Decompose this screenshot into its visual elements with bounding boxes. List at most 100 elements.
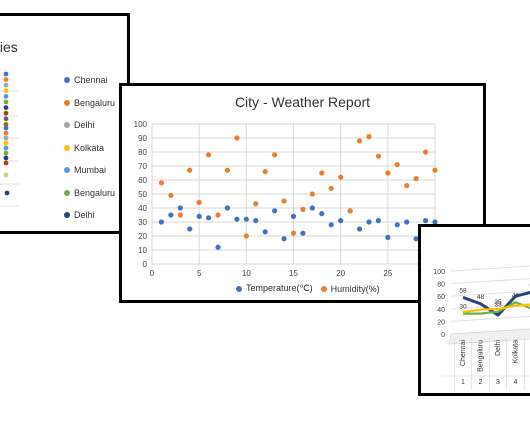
back-legend-item: Bengaluru [64,182,127,205]
y-tick-label: 90 [138,134,147,143]
back-legend-marker [64,122,70,129]
humidity-point [347,208,353,214]
humidity-point [328,185,334,191]
temperature-point [319,211,325,217]
back-chart-legend: Chennai Bengaluru Delhi Kolkata Mumbai Bengal… [64,69,127,234]
back-legend-label: Mumbai [74,165,107,176]
temperature-point [243,216,249,222]
y-tick-label: 30 [138,218,147,227]
y-tick-label: 40 [138,204,147,213]
back-legend-marker [64,212,70,219]
3d-gridline [450,278,530,285]
humidity-point [168,192,174,198]
temperature-point [404,219,410,225]
temperature-point [375,218,381,224]
temperature-point [262,229,268,235]
back-legend-label: Kolkata [74,233,104,234]
humidity-point [385,170,391,176]
3d-gridline [450,265,530,272]
legend-humidity-label: Humidity(%) [330,283,380,294]
3d-data-label: 48 [477,294,485,301]
back-legend-label: Bengaluru [74,187,116,198]
legend-temperature-label: Temperature(℃) [246,283,313,293]
back-legend-item: Delhi [64,204,127,227]
humidity-point [281,198,287,204]
humidity-point [253,201,259,207]
temperature-point [168,212,174,218]
back-legend-item: Kolkata [64,137,127,160]
temperature-point [215,244,221,250]
3d-floor [448,328,530,345]
back-chart-title: ties [0,39,18,55]
temperature-point [272,208,278,214]
back-legend-marker [64,144,70,151]
y-tick-label: 70 [138,162,147,171]
temperature-point [432,219,438,225]
humidity-point [187,167,193,173]
temperature-point [177,205,183,211]
3d-y-tick-label: 80 [437,282,445,289]
humidity-point [272,152,278,158]
x-tick-label: 25 [383,269,392,278]
3d-index-label: 1 [461,379,465,386]
temperature-point [356,226,363,232]
temperature-point [394,222,400,228]
back-point-cluster-b [3,125,9,131]
weather-chart-legend: Temperature(℃) Humidity(%) [236,283,380,294]
humidity-point [356,138,363,144]
3d-category-label: Chennai [460,340,467,367]
back-legend-label: Chennai [74,75,108,86]
back-point-cluster-b [3,155,9,161]
temperature-point [366,219,372,225]
back-point-cluster-a [3,122,9,127]
back-point-cluster-b [3,135,9,141]
temperature-point [206,215,212,221]
back-legend-marker [64,189,70,196]
temperature-point [187,226,193,232]
temperature-point [328,222,334,228]
3d-index-label: 4 [514,379,518,386]
3d-y-tick-label: 0 [441,332,445,339]
back-point-cluster-a [3,94,9,99]
back-point-cluster-a [3,105,9,110]
humidity-point [394,162,400,168]
temperature-point [281,236,287,242]
weather-scatter-plot: 0 10 20 30 40 50 60 70 80 90 100 0 5 10 15 20 25 [134,120,438,278]
3d-index-label: 3 [496,379,500,386]
humidity-point [224,167,231,173]
x-tick-label: 0 [150,269,155,278]
3d-data-label: 48 [512,292,520,299]
y-tick-label: 20 [138,232,147,241]
back-legend-marker [64,99,70,106]
3d-gridline [450,290,530,297]
back-point-cluster-b [3,160,9,166]
back-legend-label: Delhi [74,120,95,131]
city-chart-back-card: ties Chennai Bengaluru Delhi Kolkata Mumbai B… [0,13,130,234]
temperature-point [300,230,306,236]
temperature-point [422,218,429,224]
back-legend-marker [64,77,70,84]
back-point-cluster-a [3,88,9,94]
temperature-point [290,213,297,219]
y-tick-label: 60 [138,176,147,185]
back-point-cluster-b [3,150,9,156]
3d-category-label: Kolkata [513,340,520,363]
y-tick-label: 0 [143,260,148,269]
back-point-cluster-a [3,71,9,77]
humidity-point [196,199,202,205]
3d-y-tick-label: 60 [437,294,445,301]
humidity-point [404,183,410,189]
chart-title: City - Weather Report [234,94,371,110]
temperature-point [413,236,419,242]
city-3d-line-chart-card: 02040608010058486730333548Chennai1Bengal… [418,224,530,396]
legend-humidity: Humidity(%) [320,283,380,294]
humidity-point [413,176,419,182]
x-tick-label: 20 [336,269,345,278]
back-point-cluster-a [3,77,9,82]
back-legend-item: Bengaluru [64,92,127,115]
humidity-point [243,233,249,239]
legend-temperature-marker [236,285,242,292]
temperature-point [234,216,240,222]
back-point-cluster-b [3,140,9,146]
